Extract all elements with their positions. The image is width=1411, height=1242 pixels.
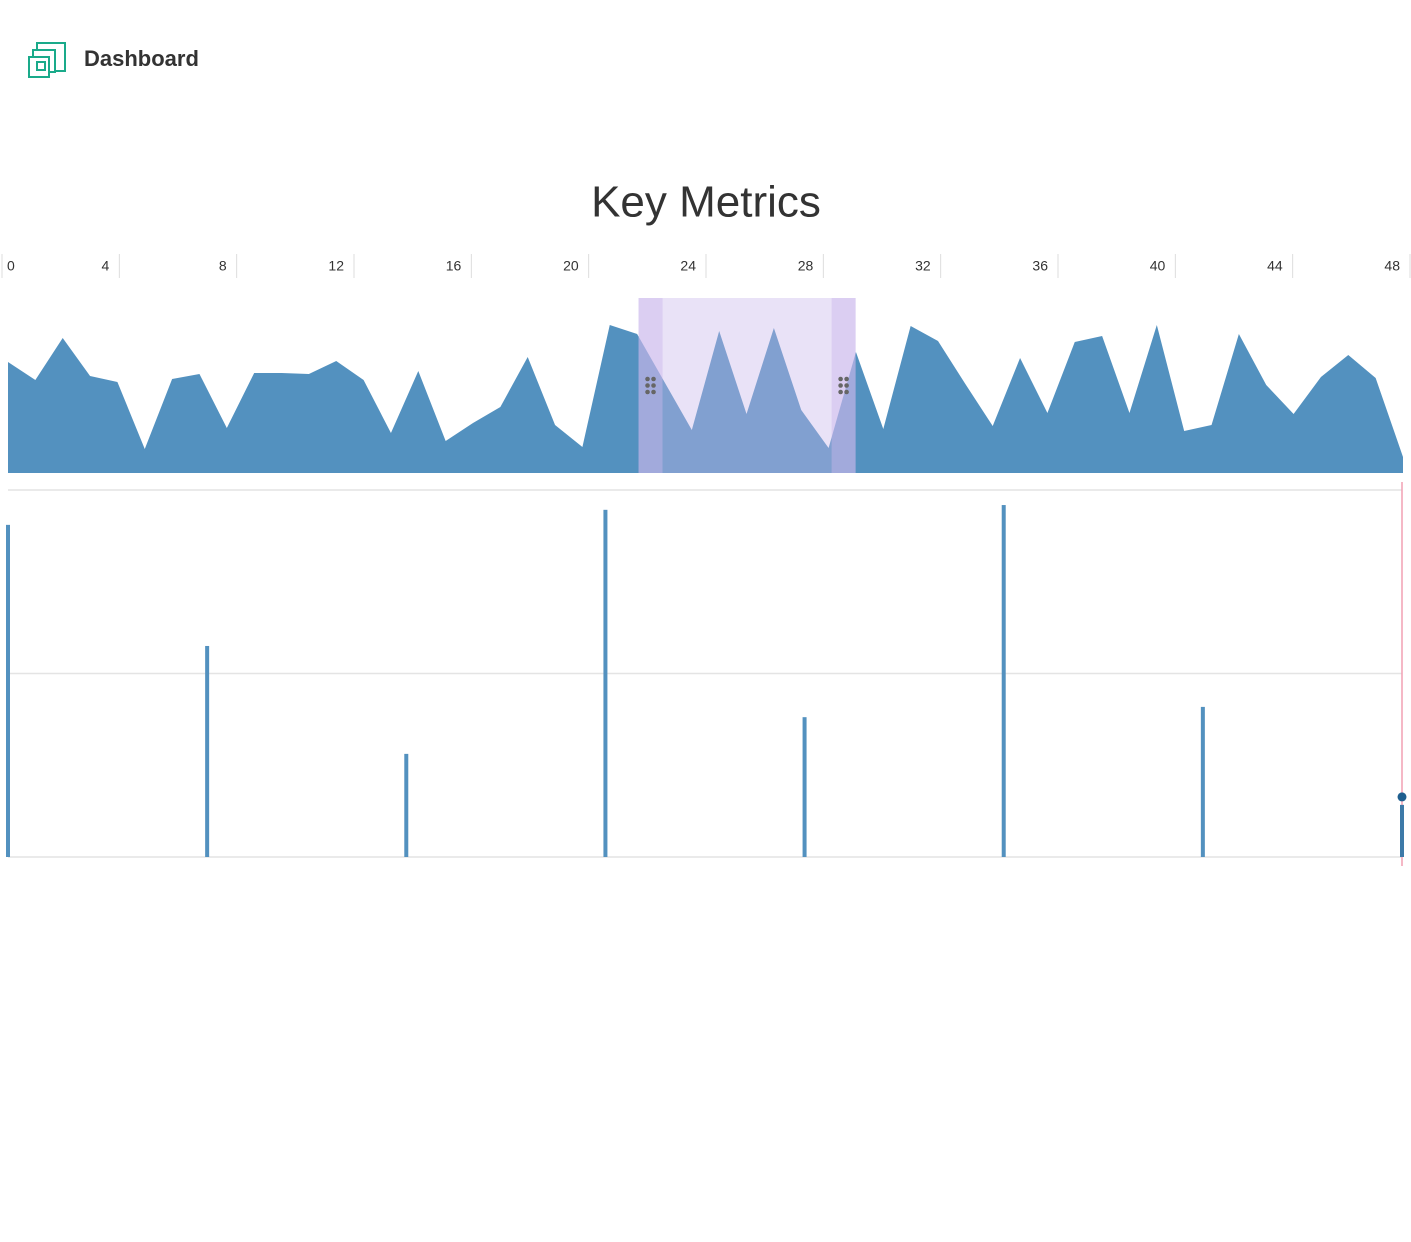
grip-dot (838, 383, 843, 388)
grip-dot (651, 383, 656, 388)
grip-dot (838, 389, 843, 395)
x-tick-label: 40 (1150, 258, 1166, 274)
x-tick-label: 20 (563, 258, 579, 274)
grip-dot (645, 389, 650, 395)
app-title[interactable]: Dashboard (84, 46, 199, 71)
grip-dot (838, 376, 843, 382)
bar[interactable] (802, 717, 807, 857)
x-tick-label: 24 (680, 258, 696, 274)
logo-icon[interactable] (28, 42, 66, 78)
hover-dot (1397, 792, 1407, 802)
x-tick-label: 32 (915, 258, 931, 274)
grip-dot (844, 389, 849, 395)
brush-handle[interactable] (638, 298, 663, 473)
bar[interactable] (1001, 505, 1006, 857)
x-tick-label: 28 (798, 258, 814, 274)
grip-dot (844, 376, 849, 382)
area (8, 325, 1403, 473)
x-tick-label: 4 (102, 258, 110, 274)
grip-dot (645, 383, 650, 388)
brush-selection[interactable] (638, 298, 856, 473)
grip-dot (844, 383, 849, 388)
x-tick-label: 36 (1032, 258, 1048, 274)
x-tick-label: 44 (1267, 258, 1283, 274)
bar[interactable] (1400, 804, 1404, 857)
grip-dot (651, 376, 656, 382)
chart-title: Key Metrics (591, 178, 821, 227)
bar[interactable] (205, 645, 210, 857)
x-tick-label: 8 (219, 258, 227, 274)
bar[interactable] (404, 753, 409, 857)
grip-dot (651, 389, 656, 395)
bar[interactable] (603, 509, 608, 857)
x-tick-label: 0 (7, 258, 15, 274)
brush-handle[interactable] (831, 298, 856, 473)
x-tick-label: 12 (328, 258, 344, 274)
bar[interactable] (1200, 706, 1205, 857)
grip-dot (645, 376, 650, 382)
x-tick-label: 48 (1384, 258, 1400, 274)
bar[interactable] (6, 524, 10, 857)
x-tick-label: 16 (446, 258, 462, 274)
